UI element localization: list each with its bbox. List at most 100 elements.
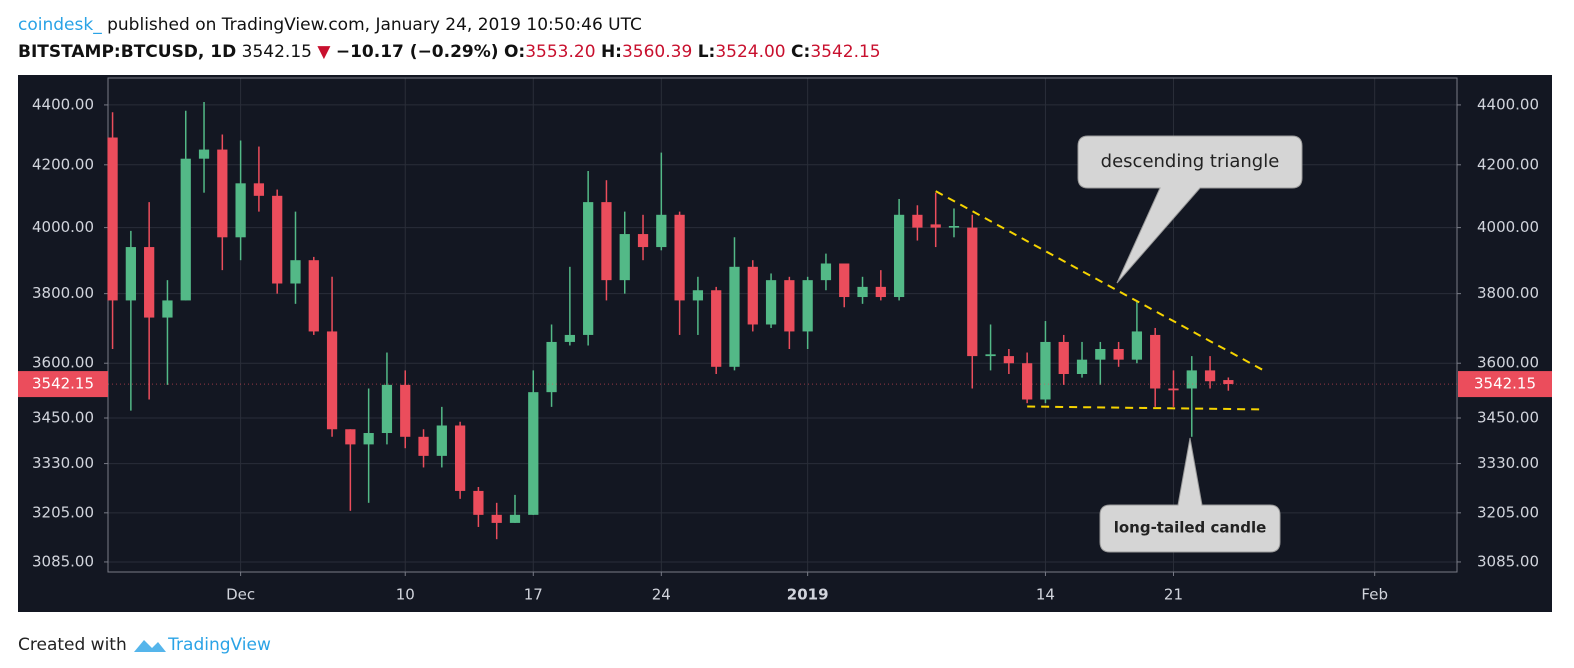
- candle: [875, 270, 886, 301]
- x-tick-label: 17: [524, 586, 543, 604]
- candle-body: [1204, 370, 1216, 382]
- candle: [711, 286, 722, 374]
- chart-background: [18, 75, 1552, 612]
- candle-body: [253, 183, 265, 196]
- y-tick-label: 4200.00: [32, 155, 94, 173]
- candle-body: [893, 214, 905, 298]
- candle: [820, 253, 832, 291]
- candle-body: [1223, 380, 1234, 385]
- candle: [948, 208, 960, 238]
- candle: [1168, 370, 1179, 407]
- candle: [1076, 341, 1088, 378]
- candle: [491, 502, 502, 540]
- annotation: long-tailed candle: [1114, 519, 1267, 537]
- candle-body: [125, 247, 136, 301]
- candle-body: [802, 280, 813, 332]
- candle-body: [729, 266, 740, 367]
- candle: [162, 280, 173, 385]
- y-tick-label: 4400.00: [32, 95, 94, 113]
- open: 3553.20: [525, 42, 596, 62]
- candle-body: [528, 392, 539, 515]
- candle: [601, 180, 612, 301]
- candle-body: [509, 514, 521, 523]
- y-tick-label: 3450.00: [32, 409, 94, 427]
- candle-body: [326, 331, 338, 430]
- y-tick-label: 3800.00: [1477, 284, 1539, 302]
- candle: [1058, 334, 1069, 385]
- candle-body: [601, 202, 612, 281]
- candle-body: [1150, 334, 1161, 389]
- candle-body: [765, 280, 777, 325]
- candle-body: [1131, 331, 1143, 360]
- candle-body: [1186, 370, 1197, 389]
- candle: [381, 352, 393, 445]
- candle-body: [948, 225, 960, 228]
- candle: [1022, 352, 1033, 404]
- y-tick-label: 3800.00: [32, 284, 94, 302]
- candle-body: [400, 384, 411, 437]
- candle: [198, 102, 210, 193]
- symbol: BITSTAMP:BTCUSD, 1D: [18, 42, 237, 62]
- x-tick-label: 24: [652, 586, 671, 604]
- candle: [1186, 356, 1197, 437]
- candle: [308, 256, 319, 335]
- candle-body: [308, 260, 319, 332]
- y-tick-label: 3600.00: [1477, 354, 1539, 372]
- footer-brand[interactable]: TradingView: [168, 635, 271, 655]
- close-label: C:: [791, 42, 811, 62]
- candle-body: [1095, 349, 1106, 360]
- candle-body: [583, 202, 594, 335]
- candle-body: [784, 280, 795, 332]
- candle-body: [967, 227, 978, 357]
- candle: [235, 140, 246, 261]
- candle-body: [1168, 388, 1179, 391]
- down-arrow: ▼: [317, 42, 331, 62]
- candle: [674, 211, 685, 335]
- candle: [473, 486, 484, 527]
- candle: [930, 192, 941, 248]
- y-tick-label: 3205.00: [32, 503, 94, 521]
- candle-body: [107, 137, 118, 301]
- last-price-box: [18, 371, 108, 398]
- candle: [985, 324, 996, 371]
- candle: [217, 134, 228, 271]
- candle-body: [363, 433, 374, 445]
- last-price-box: [1458, 371, 1552, 398]
- x-tick-label: 14: [1036, 586, 1055, 604]
- candle-body: [180, 158, 191, 301]
- trendline: [1027, 405, 1265, 411]
- candle-body: [418, 436, 429, 456]
- candle: [912, 205, 923, 241]
- candle: [1113, 341, 1124, 367]
- candle: [1131, 300, 1143, 364]
- high: 3560.39: [621, 42, 693, 62]
- candle-body: [345, 429, 356, 445]
- candle: [1204, 356, 1216, 389]
- candle: [400, 370, 411, 449]
- low: 3524.00: [715, 42, 786, 62]
- candle: [784, 276, 795, 350]
- author[interactable]: coindesk_: [18, 15, 102, 35]
- candle-body: [1022, 363, 1033, 400]
- y-tick-label: 3600.00: [32, 354, 94, 372]
- candle-body: [857, 286, 868, 298]
- candle-body: [217, 149, 228, 238]
- y-tick-label: 4400.00: [1477, 95, 1539, 113]
- candle-body: [290, 260, 301, 284]
- candle-body: [875, 286, 886, 298]
- candle: [546, 324, 557, 407]
- candle: [1040, 321, 1051, 404]
- candle-body: [637, 234, 649, 248]
- candle-body: [912, 214, 923, 228]
- candle-body: [436, 425, 447, 456]
- candle: [637, 214, 649, 261]
- y-tick-label: 3450.00: [1477, 409, 1539, 427]
- candle-body: [473, 490, 484, 515]
- candle: [1095, 341, 1106, 385]
- candle: [436, 406, 447, 468]
- x-tick-label: 21: [1164, 586, 1183, 604]
- candle-body: [491, 514, 502, 523]
- y-tick-label: 4200.00: [1477, 155, 1539, 173]
